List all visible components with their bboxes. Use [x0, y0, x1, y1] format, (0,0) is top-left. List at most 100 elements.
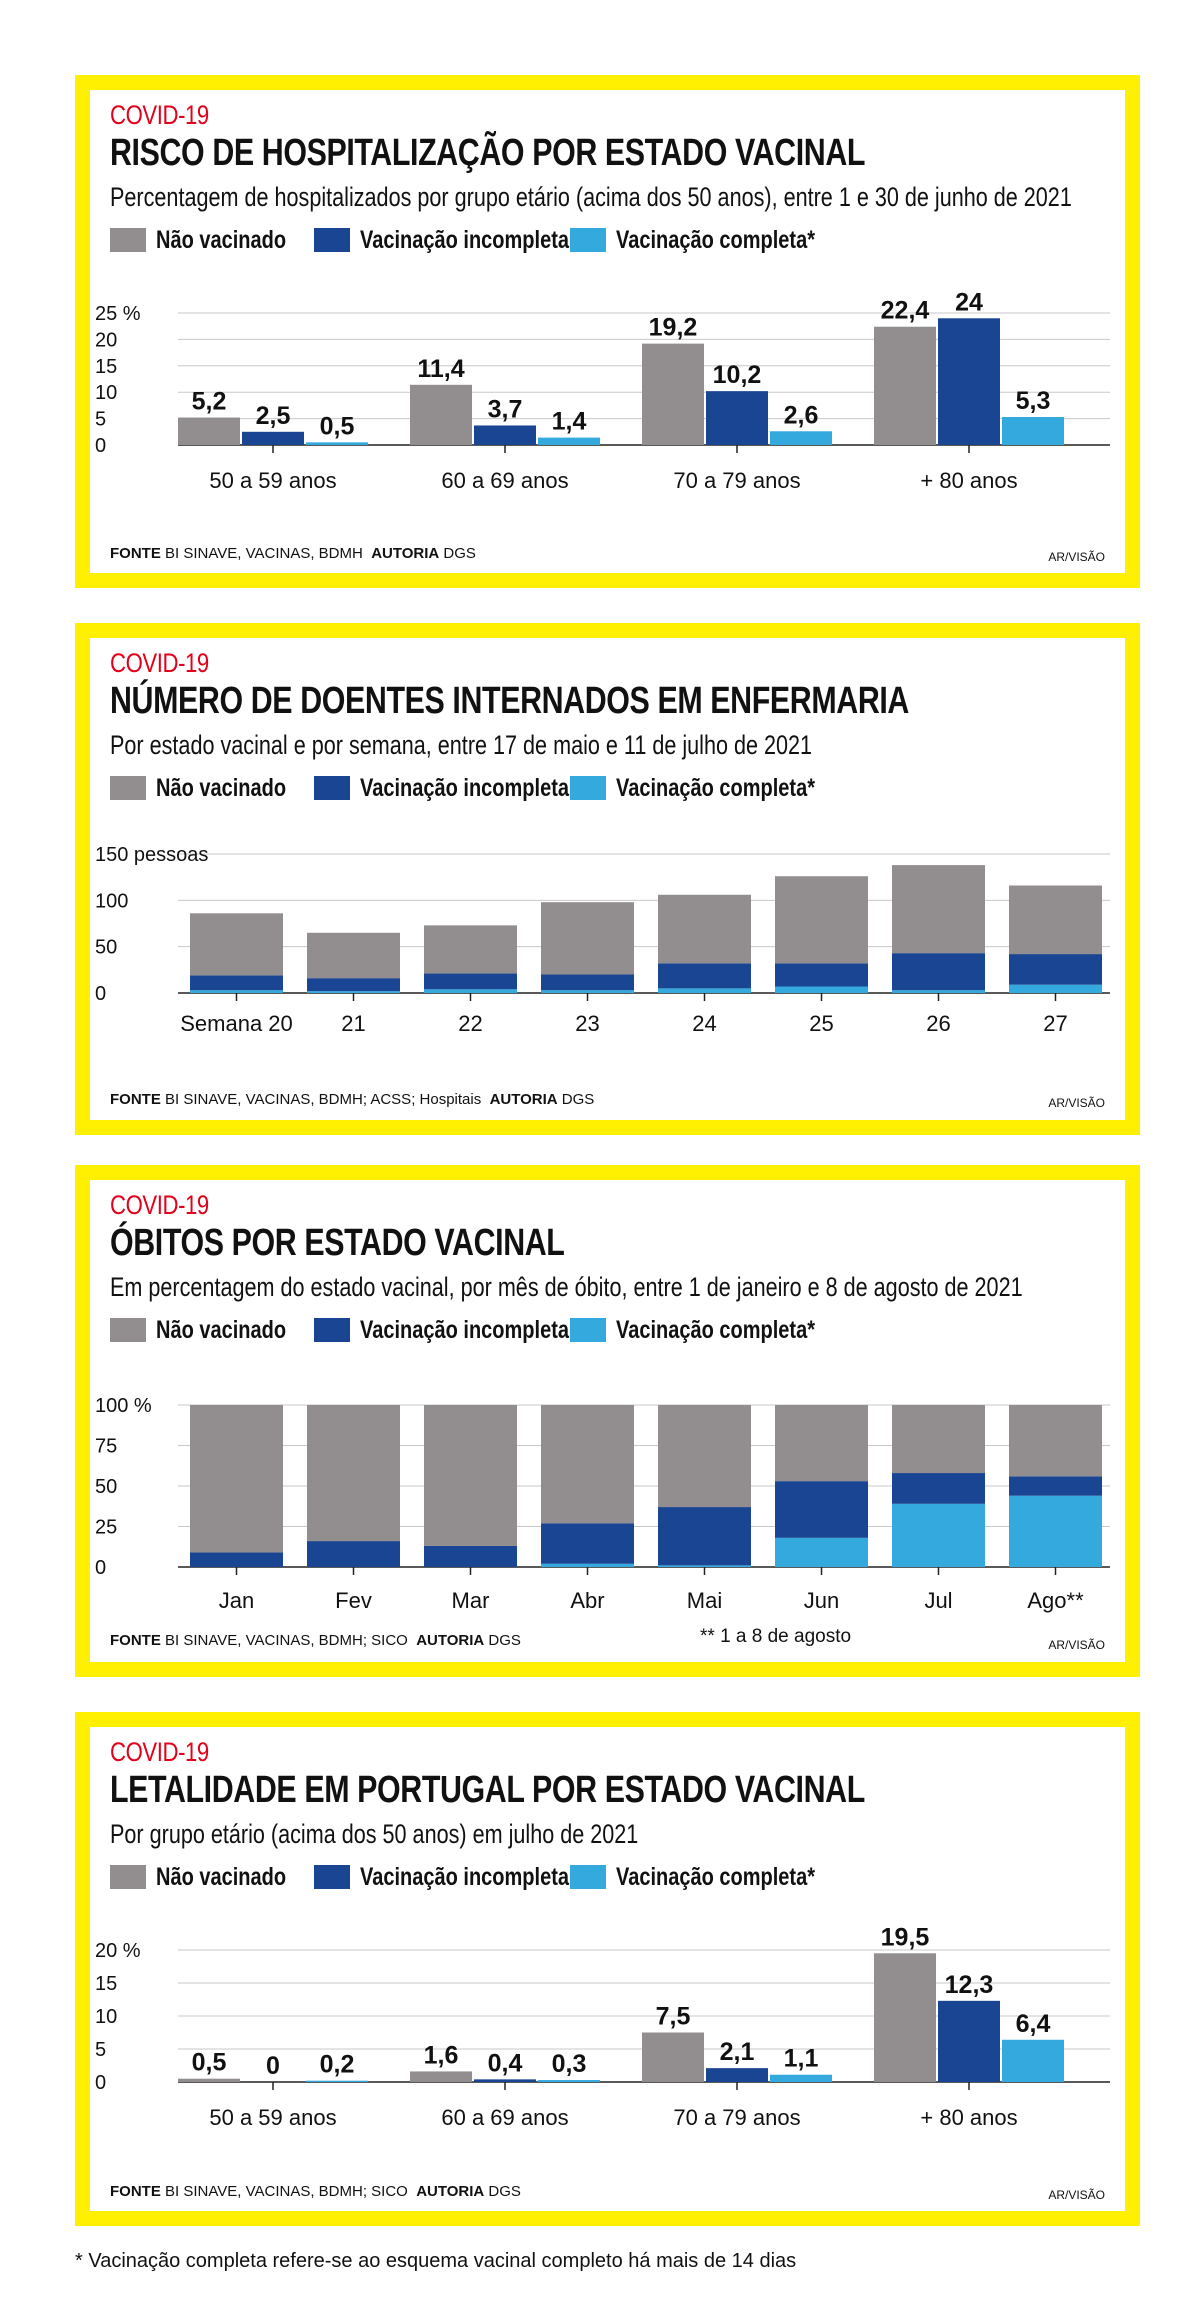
x-tick-label: Jun	[804, 1588, 839, 1613]
author-text: DGS	[443, 545, 476, 562]
source-line: FONTE BI SINAVE, VACINAS, BDMH AUTORIA D…	[110, 545, 476, 562]
data-label: 5,3	[1016, 387, 1051, 415]
bar-vacinacao-incompleta	[190, 975, 283, 991]
author-label: AUTORIA	[416, 1632, 485, 1649]
bar-nao-vacinado	[190, 1405, 283, 1553]
source-label: FONTE	[110, 1091, 161, 1108]
bar-vacinacao-incompleta	[658, 1507, 751, 1566]
legend-swatch-complete	[570, 228, 606, 252]
y-tick-label: 150 pessoas	[95, 844, 208, 866]
bar-vacinacao-completa	[424, 989, 517, 993]
data-label: 22,4	[881, 297, 930, 325]
data-label: 11,4	[417, 355, 464, 383]
data-label: 2,1	[720, 2038, 755, 2066]
chart-legend: Não vacinado Vacinação incompleta Vacina…	[110, 773, 865, 803]
author-text: DGS	[488, 2183, 521, 2200]
bar-nao-vacinado	[892, 1405, 985, 1474]
panel-lethality: COVID-19 LETALIDADE EM PORTUGAL POR ESTA…	[75, 1712, 1140, 2226]
bar-vacinacao-incompleta	[892, 953, 985, 991]
bar-vacinacao-incompleta	[474, 425, 536, 445]
bar-vacinacao-completa	[1009, 984, 1102, 993]
data-label: 0,2	[320, 2051, 355, 2079]
credit: AR/VISÃO	[1048, 550, 1105, 564]
data-label: 1,4	[552, 408, 587, 436]
author-label: AUTORIA	[371, 545, 440, 562]
bar-vacinacao-completa	[538, 437, 600, 445]
bar-vacinacao-completa	[775, 1537, 868, 1567]
source-text: BI SINAVE, VACINAS, BDMH; ACSS; Hospitai…	[165, 1091, 482, 1108]
bar-vacinacao-completa	[658, 988, 751, 993]
bar-nao-vacinado	[424, 1405, 517, 1546]
bar-vacinacao-incompleta	[1009, 1476, 1102, 1496]
bar-vacinacao-incompleta	[775, 963, 868, 987]
legend-swatch-unvaccinated	[110, 776, 146, 800]
chart-legend: Não vacinado Vacinação incompleta Vacina…	[110, 225, 865, 255]
bar-vacinacao-completa	[770, 2074, 832, 2082]
author-text: DGS	[488, 1632, 521, 1649]
bar-vacinacao-incompleta	[706, 391, 768, 445]
panel-subtitle: Percentagem de hospitalizados por grupo …	[110, 182, 1072, 212]
chart-legend: Não vacinado Vacinação incompleta Vacina…	[110, 1862, 865, 1892]
author-text: DGS	[561, 1091, 595, 1108]
data-label: 19,2	[649, 314, 698, 342]
bar-nao-vacinado	[892, 865, 985, 954]
bar-nao-vacinado	[775, 876, 868, 964]
y-tick-label: 75	[95, 1436, 117, 1458]
data-label: 3,7	[488, 395, 523, 423]
y-tick-label: 5	[95, 409, 106, 431]
panel-kicker: COVID-19	[110, 1190, 209, 1220]
data-label: 1,6	[424, 2041, 459, 2069]
bar-vacinacao-completa	[306, 442, 368, 445]
bar-nao-vacinado	[658, 1405, 751, 1508]
bar-vacinacao-incompleta	[938, 318, 1000, 445]
legend-swatch-unvaccinated	[110, 1318, 146, 1342]
panel-subtitle: Por grupo etário (acima dos 50 anos) em …	[110, 1819, 639, 1849]
bar-vacinacao-incompleta	[190, 1552, 283, 1567]
panel-kicker: COVID-19	[110, 1737, 209, 1767]
legend-swatch-complete	[570, 1865, 606, 1889]
credit: AR/VISÃO	[1048, 2188, 1105, 2202]
x-tick-label: Mar	[452, 1588, 490, 1613]
bar-vacinacao-incompleta	[658, 963, 751, 989]
bar-vacinacao-incompleta	[242, 431, 304, 445]
data-label: 24	[955, 288, 983, 316]
source-line: FONTE BI SINAVE, VACINAS, BDMH; SICO AUT…	[110, 2183, 521, 2200]
bar-nao-vacinado	[424, 925, 517, 974]
legend-label-incomplete: Vacinação incompleta	[360, 1862, 569, 1891]
x-tick-label: Jul	[924, 1588, 952, 1613]
bar-vacinacao-completa	[892, 1503, 985, 1567]
x-tick-label: 24	[692, 1011, 716, 1036]
panel-subtitle: Por estado vacinal e por semana, entre 1…	[110, 730, 813, 760]
data-label: 1,1	[784, 2045, 819, 2073]
y-tick-label: 10	[95, 382, 117, 404]
source-line: FONTE BI SINAVE, VACINAS, BDMH; ACSS; Ho…	[110, 1091, 594, 1108]
bar-vacinacao-completa	[892, 990, 985, 993]
legend-label-incomplete: Vacinação incompleta	[360, 773, 569, 802]
x-tick-label: 50 a 59 anos	[209, 2105, 336, 2130]
panel-title: ÓBITOS POR ESTADO VACINAL	[110, 1222, 565, 1264]
source-label: FONTE	[110, 545, 161, 562]
bar-vacinacao-completa	[190, 990, 283, 993]
bar-vacinacao-incompleta	[1009, 954, 1102, 985]
bar-vacinacao-incompleta	[706, 2068, 768, 2082]
bar-vacinacao-completa	[541, 1563, 634, 1567]
lethality-chart: 0 5 10 15 20 % 0,5 0 0,2 50 a 59 anos 1,6 0,4 0,3 60…	[95, 1923, 1110, 2130]
x-tick-label: 26	[926, 1011, 950, 1036]
bar-nao-vacinado	[190, 913, 283, 976]
y-tick-label: 50	[95, 937, 117, 959]
panel-subtitle: Em percentagem do estado vacinal, por mê…	[110, 1272, 1023, 1302]
x-tick-label: 70 a 79 anos	[673, 468, 800, 493]
x-tick-label: + 80 anos	[920, 468, 1017, 493]
bar-nao-vacinado	[541, 902, 634, 975]
legend-swatch-complete	[570, 776, 606, 800]
x-tick-label: 25	[809, 1011, 833, 1036]
bar-vacinacao-incompleta	[307, 978, 400, 992]
bar-vacinacao-incompleta	[424, 973, 517, 990]
panel-deaths: COVID-19 ÓBITOS POR ESTADO VACINAL Em pe…	[75, 1165, 1140, 1677]
source-label: FONTE	[110, 2183, 161, 2200]
bar-nao-vacinado	[642, 2032, 704, 2082]
x-tick-label: 60 a 69 anos	[441, 468, 568, 493]
source-line: FONTE BI SINAVE, VACINAS, BDMH; SICO AUT…	[110, 1632, 521, 1649]
bar-nao-vacinado	[775, 1405, 868, 1482]
legend-label-complete: Vacinação completa*	[616, 225, 815, 254]
